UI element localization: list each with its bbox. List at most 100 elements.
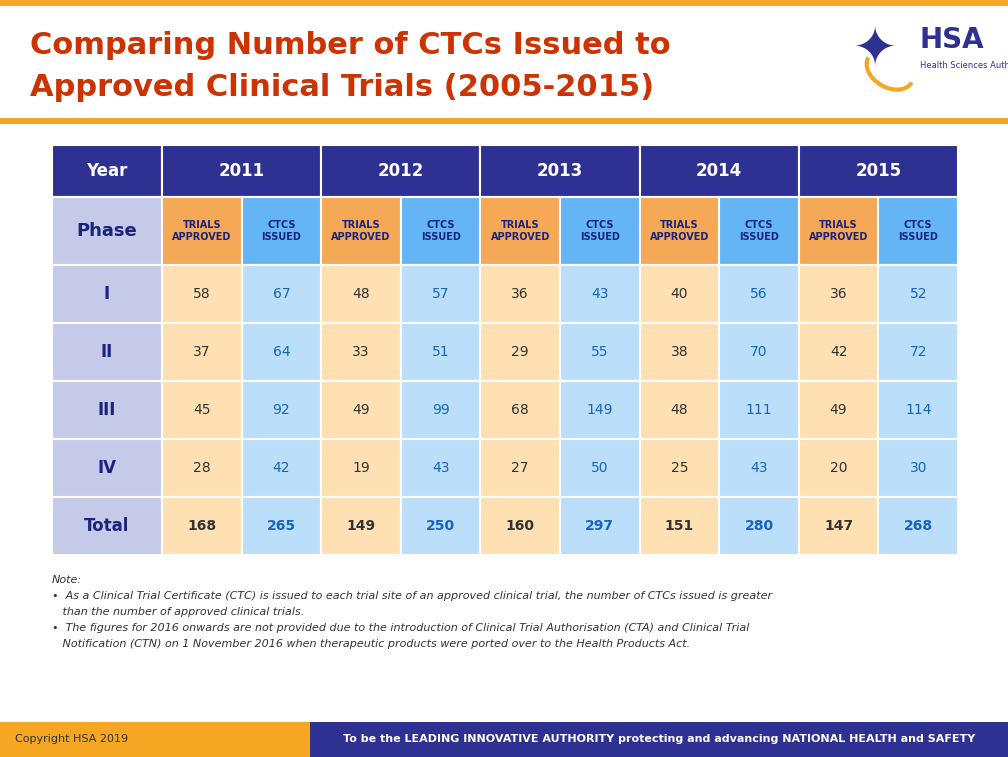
Text: 52: 52 — [909, 287, 927, 301]
Text: 68: 68 — [511, 403, 529, 417]
Bar — [640, 381, 719, 439]
Bar — [322, 497, 401, 555]
Text: Health Sciences Authority: Health Sciences Authority — [920, 61, 1008, 70]
Bar — [242, 439, 322, 497]
Bar — [719, 497, 798, 555]
Text: 56: 56 — [750, 287, 768, 301]
Text: ✦: ✦ — [853, 24, 897, 76]
Bar — [401, 265, 481, 323]
Bar — [322, 145, 481, 197]
Bar — [481, 197, 560, 265]
Text: 160: 160 — [506, 519, 534, 533]
Bar — [242, 197, 322, 265]
Text: 42: 42 — [272, 461, 290, 475]
Bar — [52, 145, 162, 197]
Text: 36: 36 — [511, 287, 529, 301]
Bar — [560, 197, 640, 265]
Text: 280: 280 — [745, 519, 773, 533]
Bar — [52, 497, 162, 555]
Text: Total: Total — [85, 517, 130, 535]
Text: CTCS
ISSUED: CTCS ISSUED — [898, 220, 938, 241]
Text: 297: 297 — [586, 519, 614, 533]
Bar — [560, 497, 640, 555]
Bar — [401, 381, 481, 439]
Text: 58: 58 — [193, 287, 211, 301]
Bar — [322, 381, 401, 439]
Bar — [798, 497, 878, 555]
Text: TRIALS
APPROVED: TRIALS APPROVED — [491, 220, 550, 241]
Bar — [162, 381, 242, 439]
Bar — [719, 265, 798, 323]
Text: 2015: 2015 — [856, 162, 901, 180]
Text: 168: 168 — [187, 519, 217, 533]
Bar — [481, 439, 560, 497]
Text: 151: 151 — [664, 519, 695, 533]
Bar — [719, 439, 798, 497]
Text: CTCS
ISSUED: CTCS ISSUED — [420, 220, 461, 241]
Bar — [401, 497, 481, 555]
Text: 114: 114 — [905, 403, 931, 417]
Bar — [322, 323, 401, 381]
Text: 92: 92 — [272, 403, 290, 417]
Bar — [560, 265, 640, 323]
Text: •  The figures for 2016 onwards are not provided due to the introduction of Clin: • The figures for 2016 onwards are not p… — [52, 623, 749, 633]
Text: TRIALS
APPROVED: TRIALS APPROVED — [332, 220, 391, 241]
Bar — [52, 439, 162, 497]
Text: 19: 19 — [352, 461, 370, 475]
Bar — [52, 197, 162, 265]
Text: 27: 27 — [511, 461, 529, 475]
Text: 268: 268 — [903, 519, 932, 533]
Text: 50: 50 — [591, 461, 609, 475]
Text: 40: 40 — [670, 287, 688, 301]
Text: 51: 51 — [431, 345, 450, 359]
Bar — [798, 145, 958, 197]
Text: Comparing Number of CTCs Issued to: Comparing Number of CTCs Issued to — [30, 30, 670, 60]
Bar — [640, 497, 719, 555]
Bar — [719, 197, 798, 265]
Bar — [322, 197, 401, 265]
Text: 28: 28 — [193, 461, 211, 475]
Text: 29: 29 — [511, 345, 529, 359]
Bar — [322, 265, 401, 323]
Text: CTCS
ISSUED: CTCS ISSUED — [739, 220, 779, 241]
Bar — [878, 497, 958, 555]
Bar — [878, 439, 958, 497]
Bar — [162, 497, 242, 555]
Bar — [640, 145, 798, 197]
Text: Approved Clinical Trials (2005-2015): Approved Clinical Trials (2005-2015) — [30, 73, 654, 102]
Text: 42: 42 — [830, 345, 848, 359]
Text: 43: 43 — [750, 461, 768, 475]
Text: 2014: 2014 — [697, 162, 742, 180]
Bar — [878, 197, 958, 265]
Bar — [162, 265, 242, 323]
Bar — [640, 439, 719, 497]
Text: 33: 33 — [352, 345, 370, 359]
Text: To be the LEADING INNOVATIVE AUTHORITY protecting and advancing NATIONAL HEALTH : To be the LEADING INNOVATIVE AUTHORITY p… — [343, 734, 975, 744]
Text: 48: 48 — [352, 287, 370, 301]
Bar — [798, 197, 878, 265]
Bar — [0, 118, 1008, 124]
Text: 37: 37 — [194, 345, 211, 359]
Bar — [640, 323, 719, 381]
Bar — [0, 0, 1008, 6]
Text: CTCS
ISSUED: CTCS ISSUED — [580, 220, 620, 241]
Bar — [52, 381, 162, 439]
Bar — [481, 497, 560, 555]
Text: 72: 72 — [909, 345, 927, 359]
Text: Year: Year — [87, 162, 128, 180]
Text: 2011: 2011 — [219, 162, 265, 180]
Text: 25: 25 — [670, 461, 688, 475]
Bar — [162, 145, 322, 197]
Bar — [481, 323, 560, 381]
Text: Phase: Phase — [77, 222, 137, 240]
Bar — [401, 439, 481, 497]
Bar — [162, 439, 242, 497]
Text: II: II — [101, 343, 113, 361]
Text: HSA: HSA — [920, 26, 985, 54]
Bar — [560, 439, 640, 497]
Text: 38: 38 — [670, 345, 688, 359]
Text: 67: 67 — [272, 287, 290, 301]
Text: 250: 250 — [426, 519, 456, 533]
Text: 36: 36 — [830, 287, 848, 301]
Text: 64: 64 — [272, 345, 290, 359]
